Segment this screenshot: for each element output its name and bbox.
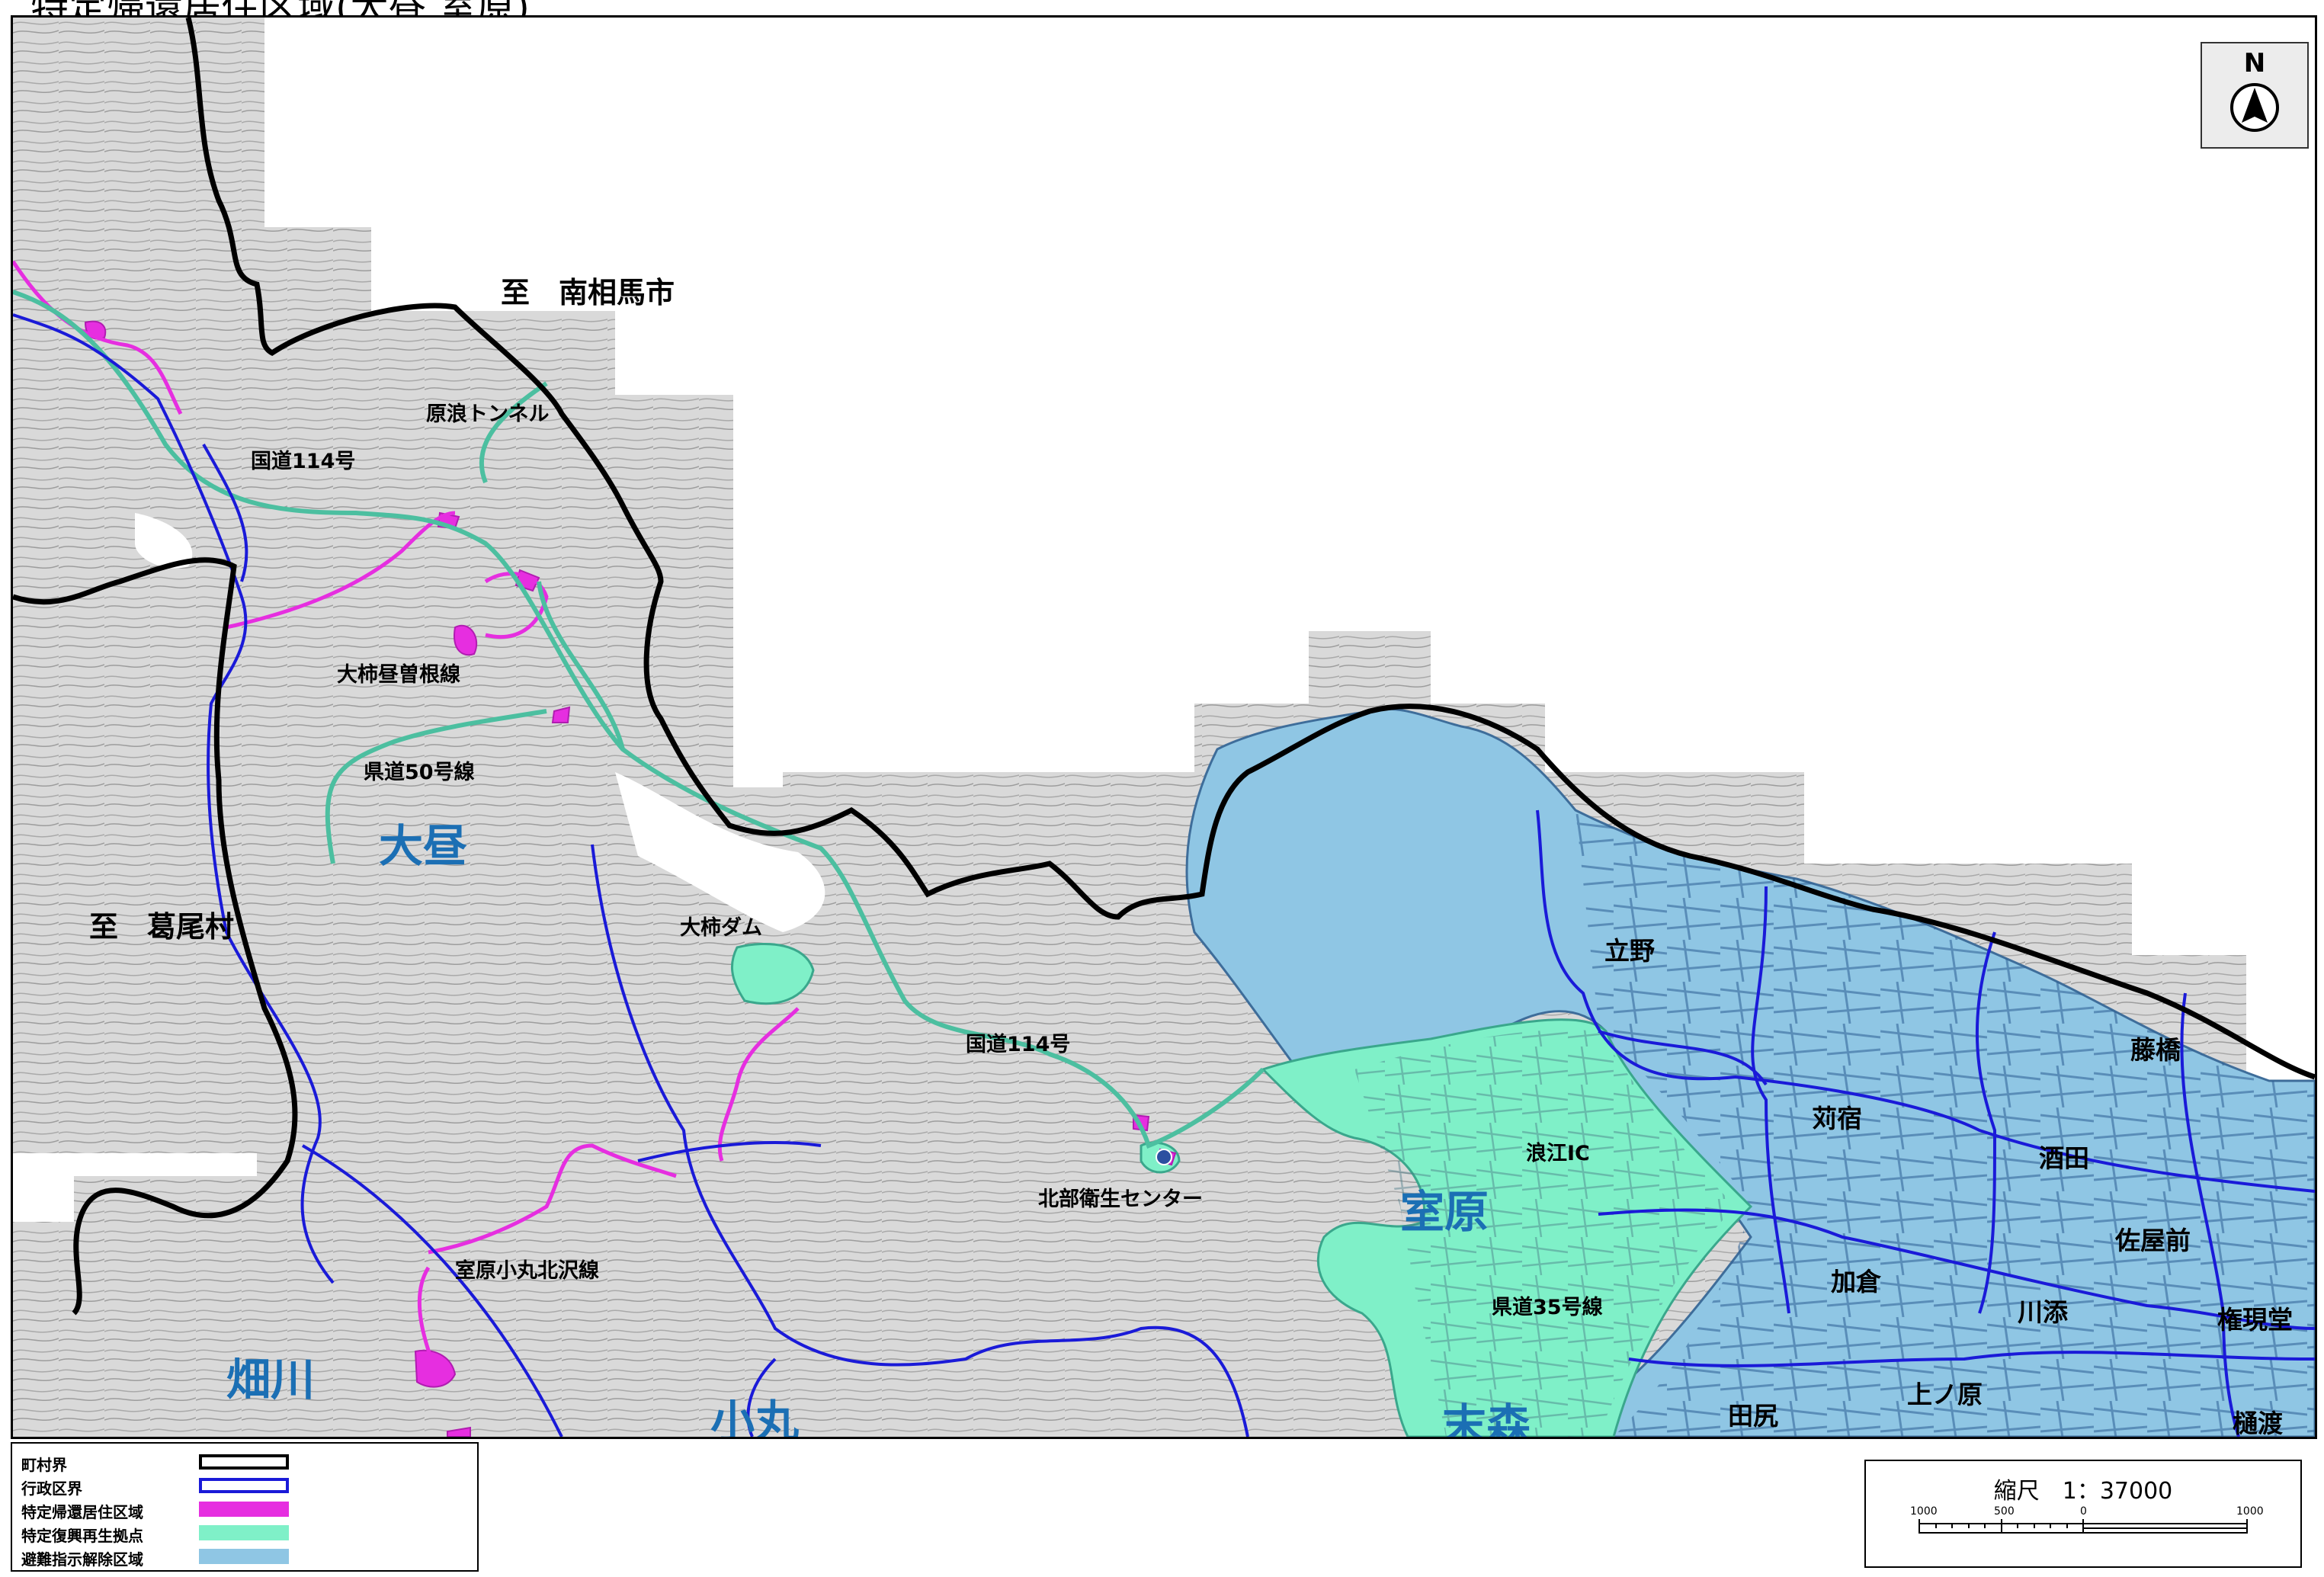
legend-label-reconstruction-base: 特定復興再生拠点	[21, 1527, 143, 1545]
legend-label-municipal: 町村界	[21, 1456, 67, 1474]
area-komaru: 小丸	[710, 1396, 800, 1439]
place-fujihashi: 藤橋	[2130, 1035, 2181, 1065]
area-murohara: 室原	[1400, 1186, 1489, 1238]
place-hiwatari: 樋渡	[2233, 1409, 2283, 1438]
label-to-minamisoma: 至 南相馬市	[501, 276, 675, 309]
road-murohara-komaru: 室原小丸北沢線	[455, 1259, 599, 1283]
place-tajiri: 田尻	[1728, 1401, 1778, 1431]
municipal-boundary	[13, 18, 2315, 1316]
place-kagura: 加倉	[1831, 1267, 1881, 1297]
district-boundaries	[13, 313, 2315, 1437]
road-pref35: 県道35号線	[1492, 1296, 1603, 1319]
return-residence-road-corridors	[13, 260, 800, 1383]
place-kawazoe: 川添	[2018, 1297, 2068, 1327]
road-pref50: 県道50号線	[364, 761, 475, 784]
scale-tick-500: 500	[1994, 1505, 2015, 1518]
scale-label: 縮尺 1：37000	[1993, 1478, 2173, 1505]
legend-swatch-district	[199, 1478, 289, 1493]
area-hatakawa: 畑川	[226, 1354, 316, 1406]
legend-swatch-municipal	[199, 1454, 289, 1470]
legend-label-evacuation-lifted: 避難指示解除区域	[21, 1550, 143, 1569]
area-suemori: 末森	[1442, 1399, 1531, 1439]
map-frame: 至 南相馬市 至 葛尾村 大昼 室原 畑川 小丸 末森 国道114号 国道114…	[11, 15, 2317, 1439]
scale-tick-0: 0	[2080, 1505, 2087, 1518]
road-haro-tunnel: 原浪トンネル	[426, 402, 550, 426]
area-oohiru: 大昼	[379, 820, 468, 872]
hokubu-center-marker	[1156, 1149, 1172, 1165]
reservoir	[615, 772, 825, 932]
legend-swatch-reconstruction-base	[199, 1525, 289, 1540]
road-ookaki-hirusone: 大柿昼曽根線	[337, 663, 460, 687]
place-uenohara: 上ノ原	[1907, 1380, 1983, 1409]
map-canvas[interactable]	[13, 18, 2315, 1437]
legend-swatch-return-zone	[199, 1502, 289, 1517]
compass-icon	[2230, 83, 2279, 132]
scale-tick-1000-right: 1000	[2236, 1505, 2264, 1518]
legend-label-district: 行政区界	[21, 1479, 82, 1498]
scale-box: 縮尺 1：37000 1000 500 0 1000	[1864, 1460, 2302, 1568]
scale-tick-1000-left: 1000	[1910, 1505, 1938, 1518]
scale-bar	[1919, 1519, 2248, 1534]
place-karijuku: 苅宿	[1812, 1104, 1862, 1133]
place-ookaki-dam: 大柿ダム	[680, 916, 762, 940]
place-gongendo: 権現堂	[2217, 1305, 2293, 1335]
legend: 町村界 行政区界 特定帰還居住区域 特定復興再生拠点 避難指示解除区域	[11, 1442, 479, 1572]
place-namie-ic: 浪江IC	[1526, 1142, 1590, 1165]
legend-label-return-zone: 特定帰還居住区域	[21, 1503, 143, 1521]
north-arrow: N	[2201, 42, 2309, 149]
place-tateno: 立野	[1604, 936, 1655, 966]
legend-swatch-evacuation-lifted	[199, 1549, 289, 1564]
road-route114-north: 国道114号	[251, 450, 356, 473]
place-sakata: 酒田	[2039, 1143, 2089, 1173]
major-roads	[13, 290, 1265, 1149]
north-label: N	[2243, 48, 2266, 79]
place-hokubu-center: 北部衛生センター	[1038, 1188, 1203, 1211]
road-route114-south: 国道114号	[966, 1033, 1071, 1056]
place-sayamae: 佐屋前	[2115, 1226, 2191, 1255]
label-to-katsurao: 至 葛尾村	[89, 910, 235, 944]
